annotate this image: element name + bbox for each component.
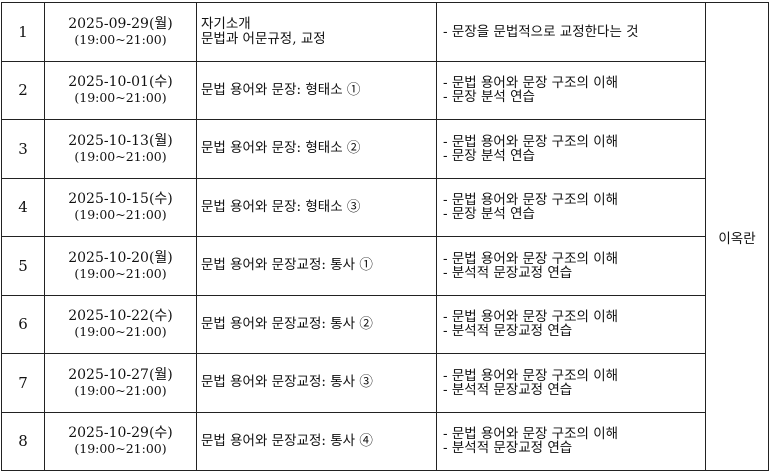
- topic-line: 자기소개: [201, 15, 251, 32]
- session-topic: 문법 용어와 문장: 형태소 ③: [196, 177, 437, 237]
- table-row: 2 2025-10-01(수) (19:00~21:00) 문법 용어와 문장:…: [1, 60, 769, 120]
- session-time: (19:00~21:00): [74, 265, 167, 281]
- session-content: - 문법 용어와 문장 구조의 이해 - 분석적 문장교정 연습: [436, 353, 706, 413]
- session-content: - 문법 용어와 문장 구조의 이해 - 분석적 문장교정 연습: [436, 236, 706, 296]
- session-time: (19:00~21:00): [74, 441, 167, 457]
- content-line: - 문법 용어와 문장 구조의 이해: [443, 133, 619, 150]
- topic-line: 문법 용어와 문장교정: 통사 ②: [201, 315, 373, 332]
- session-date: 2025-10-01(수): [68, 74, 173, 91]
- session-date-cell: 2025-10-22(수) (19:00~21:00): [44, 294, 197, 354]
- table-row: 4 2025-10-15(수) (19:00~21:00) 문법 용어와 문장:…: [1, 177, 769, 237]
- table-row: 5 2025-10-20(월) (19:00~21:00) 문법 용어와 문장교…: [1, 236, 769, 296]
- session-date: 2025-10-22(수): [68, 308, 173, 325]
- session-content: - 문법 용어와 문장 구조의 이해 - 분석적 문장교정 연습: [436, 411, 706, 471]
- table-row: 8 2025-10-29(수) (19:00~21:00) 문법 용어와 문장교…: [1, 411, 769, 471]
- content-line: - 분석적 문장교정 연습: [443, 323, 573, 340]
- session-topic: 문법 용어와 문장교정: 통사 ③: [196, 353, 437, 413]
- content-line: - 문장 분석 연습: [443, 206, 535, 223]
- session-date-cell: 2025-10-29(수) (19:00~21:00): [44, 411, 197, 471]
- session-number: 5: [1, 236, 45, 296]
- topic-line: 문법 용어와 문장교정: 통사 ④: [201, 432, 373, 449]
- session-date-cell: 2025-10-20(월) (19:00~21:00): [44, 236, 197, 296]
- content-line: - 문법 용어와 문장 구조의 이해: [443, 367, 619, 384]
- session-date-cell: 2025-10-15(수) (19:00~21:00): [44, 177, 197, 237]
- content-line: - 분석적 문장교정 연습: [443, 440, 573, 457]
- session-content: - 문장을 문법적으로 교정한다는 것: [436, 2, 706, 62]
- content-line: - 문법 용어와 문장 구조의 이해: [443, 192, 619, 209]
- session-number: 4: [1, 177, 45, 237]
- session-number: 6: [1, 294, 45, 354]
- session-topic: 문법 용어와 문장교정: 통사 ②: [196, 294, 437, 354]
- session-time: (19:00~21:00): [74, 31, 167, 47]
- session-number: 1: [1, 2, 45, 62]
- session-date-cell: 2025-09-29(월) (19:00~21:00): [44, 2, 197, 62]
- session-content: - 문법 용어와 문장 구조의 이해 - 문장 분석 연습: [436, 119, 706, 179]
- session-topic: 문법 용어와 문장교정: 통사 ①: [196, 236, 437, 296]
- content-line: - 문법 용어와 문장 구조의 이해: [443, 426, 619, 443]
- session-time: (19:00~21:00): [74, 148, 167, 164]
- session-number: 2: [1, 60, 45, 120]
- content-line: - 문장 분석 연습: [443, 89, 535, 106]
- session-date: 2025-10-27(월): [68, 366, 173, 383]
- session-content: - 문법 용어와 문장 구조의 이해 - 문장 분석 연습: [436, 177, 706, 237]
- topic-line: 문법과 어문규정, 교정: [201, 30, 326, 47]
- instructor-name: 이옥란: [705, 2, 769, 471]
- content-line: - 문법 용어와 문장 구조의 이해: [443, 75, 619, 92]
- content-line: - 문장을 문법적으로 교정한다는 것: [443, 23, 639, 40]
- table-row: 6 2025-10-22(수) (19:00~21:00) 문법 용어와 문장교…: [1, 294, 769, 354]
- session-time: (19:00~21:00): [74, 90, 167, 106]
- session-number: 3: [1, 119, 45, 179]
- session-content: - 문법 용어와 문장 구조의 이해 - 분석적 문장교정 연습: [436, 294, 706, 354]
- session-time: (19:00~21:00): [74, 207, 167, 223]
- topic-line: 문법 용어와 문장: 형태소 ①: [201, 81, 361, 98]
- session-date-cell: 2025-10-27(월) (19:00~21:00): [44, 353, 197, 413]
- topic-line: 문법 용어와 문장교정: 통사 ①: [201, 257, 373, 274]
- table-row: 7 2025-10-27(월) (19:00~21:00) 문법 용어와 문장교…: [1, 353, 769, 413]
- session-date-cell: 2025-10-01(수) (19:00~21:00): [44, 60, 197, 120]
- content-line: - 문장 분석 연습: [443, 147, 535, 164]
- session-time: (19:00~21:00): [74, 324, 167, 340]
- session-topic: 문법 용어와 문장교정: 통사 ④: [196, 411, 437, 471]
- session-date: 2025-09-29(월): [68, 15, 173, 32]
- session-date: 2025-10-13(월): [68, 132, 173, 149]
- session-topic: 문법 용어와 문장: 형태소 ①: [196, 60, 437, 120]
- session-topic: 문법 용어와 문장: 형태소 ②: [196, 119, 437, 179]
- session-number: 7: [1, 353, 45, 413]
- topic-line: 문법 용어와 문장: 형태소 ③: [201, 198, 361, 215]
- session-number: 8: [1, 411, 45, 471]
- content-line: - 분석적 문장교정 연습: [443, 264, 573, 281]
- session-time: (19:00~21:00): [74, 382, 167, 398]
- session-topic: 자기소개 문법과 어문규정, 교정: [196, 2, 437, 62]
- session-date: 2025-10-20(월): [68, 249, 173, 266]
- topic-line: 문법 용어와 문장: 형태소 ②: [201, 140, 361, 157]
- session-date-cell: 2025-10-13(월) (19:00~21:00): [44, 119, 197, 179]
- session-date: 2025-10-15(수): [68, 191, 173, 208]
- session-date: 2025-10-29(수): [68, 425, 173, 442]
- session-content: - 문법 용어와 문장 구조의 이해 - 문장 분석 연습: [436, 60, 706, 120]
- table-row: 3 2025-10-13(월) (19:00~21:00) 문법 용어와 문장:…: [1, 119, 769, 179]
- content-line: - 문법 용어와 문장 구조의 이해: [443, 309, 619, 326]
- topic-line: 문법 용어와 문장교정: 통사 ③: [201, 374, 373, 391]
- content-line: - 분석적 문장교정 연습: [443, 381, 573, 398]
- content-line: - 문법 용어와 문장 구조의 이해: [443, 250, 619, 267]
